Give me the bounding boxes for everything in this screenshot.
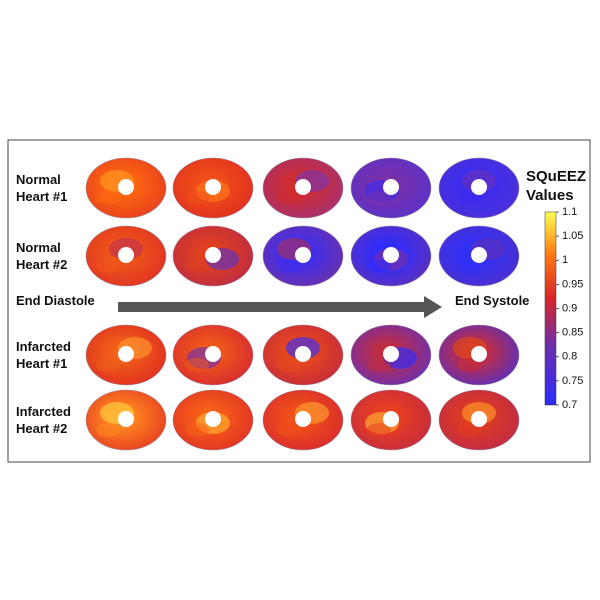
row-label: Normal Heart #2 [16,240,68,272]
colorbar-tick-label: 0.8 [562,351,577,363]
frame [7,139,591,463]
disk-patch [367,191,391,205]
disk-hole [383,179,399,195]
disk-patch [277,358,301,372]
disk-hole [471,179,487,195]
disk-patch [185,358,209,372]
row-label: Normal Heart #1 [16,172,68,204]
row-label: Infarcted Heart #1 [16,339,71,371]
row-label: Infarcted Heart #2 [16,404,71,436]
disk-patch [367,358,391,372]
colorbar-tick-label: 0.9 [562,302,577,314]
disk-patch [96,191,120,205]
disk-patch [96,358,120,372]
disk-hole [205,247,221,263]
disk-patch [367,423,391,437]
colorbar-title: SQuEEZ Values [526,168,587,204]
disk-hole [295,346,311,362]
disk-hole [205,411,221,427]
disk-hole [295,179,311,195]
end-label: End Systole [455,293,530,308]
disk-patch [185,423,209,437]
disk-patch [457,259,481,273]
disk-hole [471,346,487,362]
disk-patch [457,423,481,437]
disk-hole [118,346,134,362]
colorbar-tick-label: 1.1 [562,206,577,218]
disk-hole [383,346,399,362]
disk-patch [185,259,209,273]
disk-hole [383,411,399,427]
disk-hole [471,411,487,427]
disk-patch [367,259,391,273]
disk-patch [185,191,209,205]
arrow-head [424,296,442,318]
disk-hole [118,247,134,263]
disk-patch [457,358,481,372]
colorbar-tick-label: 0.75 [562,375,583,387]
disk-patch [277,191,301,205]
disk-patch [96,423,120,437]
disk-hole [118,411,134,427]
disk-hole [383,247,399,263]
disk-patch [277,423,301,437]
disk-hole [118,179,134,195]
colorbar-tick-label: 0.95 [562,278,583,290]
disk-hole [471,247,487,263]
disk-grid [85,157,520,451]
disk-hole [295,247,311,263]
colorbar-tick-label: 0.85 [562,327,583,339]
colorbar [544,211,557,406]
disk-hole [205,346,221,362]
colorbar-tick-label: 0.7 [562,399,577,411]
disk-hole [295,411,311,427]
disk-patch [96,259,120,273]
disk-patch [277,259,301,273]
disk-hole [205,179,221,195]
disk-patch [457,191,481,205]
start-label: End Diastole [16,293,95,308]
colorbar-tick-label: 1 [562,254,568,266]
colorbar-tick-label: 1.05 [562,230,583,242]
